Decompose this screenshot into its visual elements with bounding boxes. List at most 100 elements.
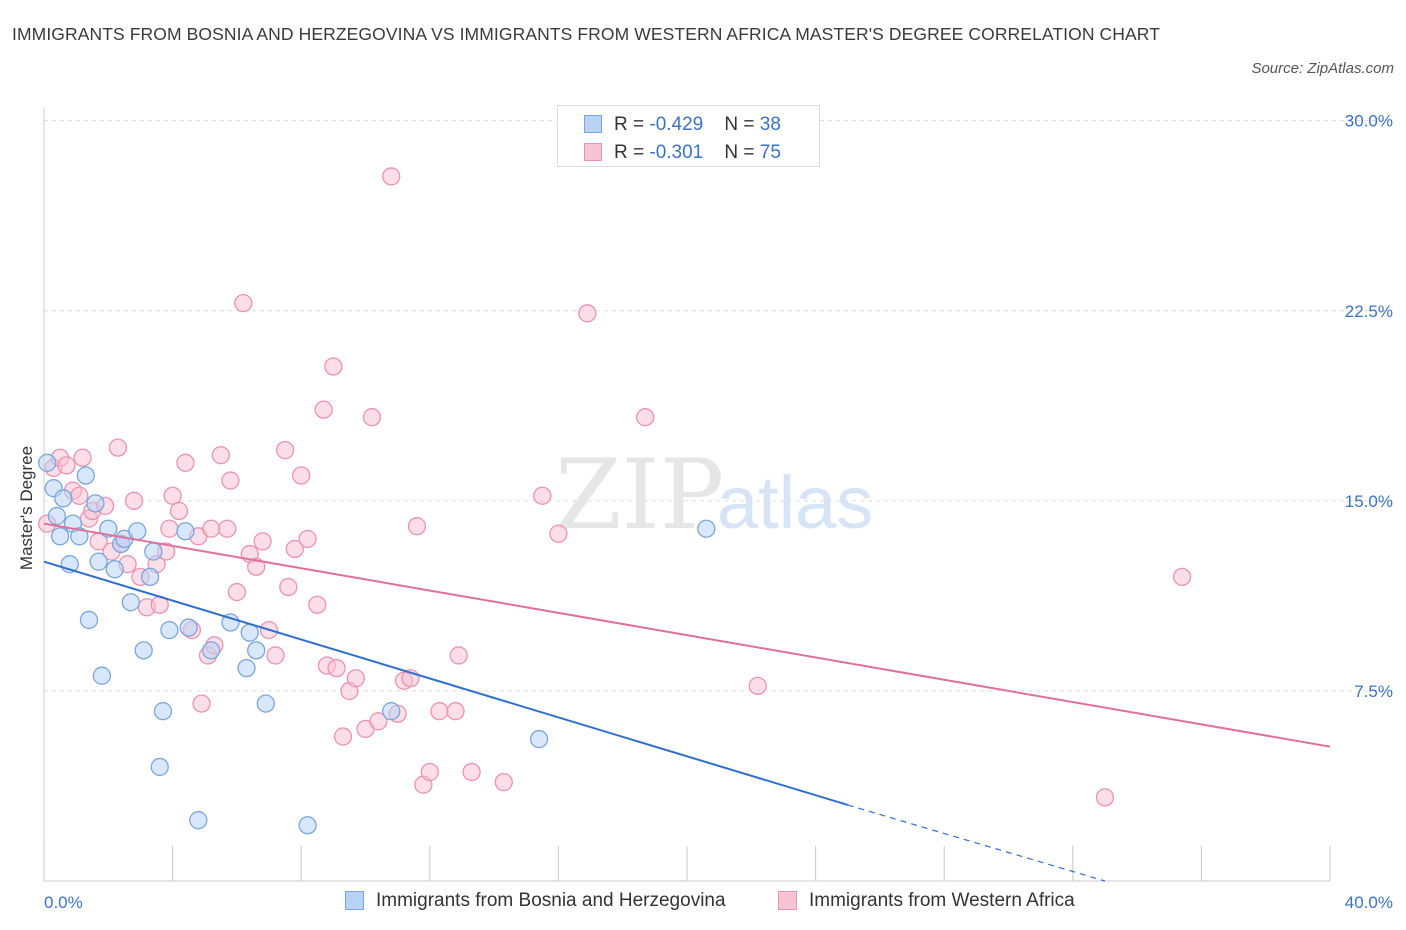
data-point: [105, 560, 124, 579]
legend-r-value: -0.301: [649, 142, 704, 163]
data-point: [253, 532, 272, 551]
data-point: [202, 641, 221, 660]
data-point: [1095, 788, 1115, 807]
data-point: [169, 501, 189, 521]
data-point: [99, 519, 118, 538]
chart-title: IMMIGRANTS FROM BOSNIA AND HERZEGOVINA V…: [12, 24, 1160, 44]
data-point: [449, 646, 468, 665]
data-point: [176, 453, 195, 472]
data-point: [89, 552, 108, 571]
legend-n-value: 75: [759, 142, 781, 163]
data-point: [279, 577, 298, 597]
legend-r-label: R =: [614, 142, 650, 163]
legend-r-label: R =: [614, 114, 650, 135]
data-point: [211, 446, 230, 465]
data-point: [256, 694, 275, 713]
data-point: [298, 529, 317, 549]
watermark-zip: ZIP: [555, 439, 724, 551]
bottom-legend-label-bosnia: Immigrants from Bosnia and Herzegovina: [376, 890, 726, 911]
legend-r-value: -0.429: [649, 114, 704, 135]
legend-n-label: N =: [724, 114, 760, 135]
watermark: ZIP atlas: [555, 439, 873, 551]
data-point: [124, 491, 144, 510]
x-tick-label-min: 0.0%: [44, 893, 83, 912]
data-point: [54, 489, 73, 508]
data-point: [234, 294, 253, 313]
data-point: [160, 620, 179, 640]
data-point: [160, 519, 179, 538]
y-tick-label: 15.0%: [1345, 492, 1393, 511]
data-point: [275, 440, 295, 460]
x-tick-label-max: 40.0%: [1345, 893, 1393, 912]
data-point: [221, 613, 240, 632]
y-tick-label: 22.5%: [1345, 302, 1393, 321]
data-point: [176, 522, 195, 541]
regression-line-bosnia: [43, 560, 849, 806]
legend-swatch-blue: [584, 115, 602, 133]
data-point: [266, 646, 285, 665]
data-point: [446, 702, 465, 721]
data-point: [76, 466, 95, 485]
data-point: [549, 524, 568, 543]
bottom-legend-swatch-blue: [345, 891, 364, 910]
data-point: [529, 729, 549, 749]
data-point: [748, 676, 767, 695]
data-point: [189, 811, 208, 830]
legend-n-value: 38: [759, 114, 781, 135]
source-label: Source: ZipAtlas.com: [1251, 60, 1394, 77]
data-point: [70, 527, 89, 546]
series-bosnia-points: [38, 453, 716, 835]
data-point: [73, 448, 92, 467]
bottom-legend-label-western-africa: Immigrants from Western Africa: [809, 890, 1075, 911]
data-point: [362, 408, 382, 427]
data-point: [121, 593, 140, 612]
data-point: [221, 471, 240, 490]
regression-line-bosnia-extension: [847, 804, 1106, 882]
series-western-africa-points: [38, 167, 1192, 807]
regression-lines: [43, 522, 1331, 882]
data-point: [192, 694, 211, 713]
data-point: [430, 702, 449, 721]
data-point: [128, 522, 147, 541]
data-point: [86, 494, 105, 513]
data-point: [407, 517, 427, 536]
data-point: [144, 542, 163, 561]
data-point: [79, 610, 99, 630]
data-point: [247, 641, 266, 660]
grid-lines: [44, 120, 1392, 692]
data-point: [697, 519, 716, 538]
y-tick-label: 30.0%: [1345, 112, 1393, 131]
data-point: [578, 304, 597, 323]
data-point: [292, 466, 311, 485]
y-axis-label: Master's Degree: [17, 446, 36, 570]
data-point: [462, 762, 481, 782]
data-point: [57, 456, 76, 475]
data-point: [327, 658, 346, 678]
data-point: [92, 666, 112, 685]
stats-legend: R = -0.429 N = 38 R = -0.301 N = 75: [557, 105, 820, 167]
bottom-legend-swatch-pink: [778, 891, 797, 910]
data-point: [369, 712, 388, 731]
legend-n-label: N =: [724, 142, 760, 163]
data-point: [1172, 567, 1192, 587]
watermark-atlas: atlas: [717, 461, 873, 544]
data-point: [298, 816, 317, 835]
data-point: [382, 702, 401, 721]
data-point: [163, 486, 182, 505]
data-point: [237, 658, 256, 678]
data-point: [70, 486, 89, 505]
regression-line-western-africa: [43, 522, 1331, 748]
data-point: [134, 641, 153, 660]
data-point: [38, 453, 57, 472]
data-point: [333, 727, 353, 746]
data-point: [314, 400, 333, 419]
y-tick-labels: 7.5% 15.0% 22.5% 30.0%: [1345, 112, 1393, 701]
data-point: [346, 669, 366, 688]
data-point: [179, 618, 198, 637]
data-point: [636, 408, 655, 427]
data-point: [202, 519, 221, 538]
data-point: [50, 527, 70, 546]
x-ticks: [43, 846, 1331, 881]
data-point: [108, 438, 128, 457]
